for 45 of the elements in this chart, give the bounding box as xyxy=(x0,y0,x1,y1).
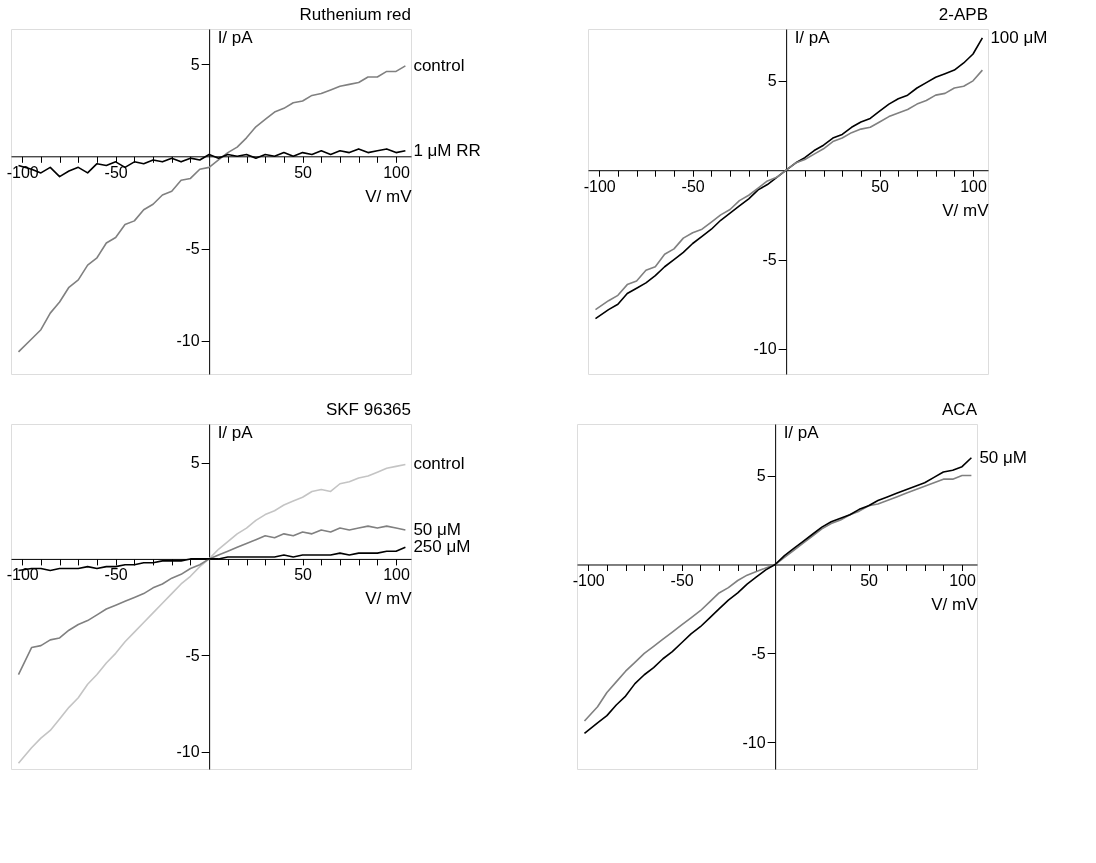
x-tick-label: 100 xyxy=(949,571,976,589)
series-label: 250 μM xyxy=(413,537,471,557)
y-tick-label: -5 xyxy=(751,644,766,662)
y-tick-label: 5 xyxy=(767,72,777,90)
x-tick-label: -100 xyxy=(572,571,605,589)
x-tick-label: 50 xyxy=(294,163,313,181)
series-label: control xyxy=(413,55,465,75)
x-tick-label: 50 xyxy=(860,571,879,589)
chart-title: Ruthenium red xyxy=(299,5,411,24)
chart-title: 2-APB xyxy=(938,5,988,24)
y-tick-label: 5 xyxy=(190,55,200,73)
y-tick-label: 5 xyxy=(756,467,766,485)
y-tick-label: -5 xyxy=(185,646,200,664)
y-tick-label: -10 xyxy=(742,733,766,751)
y-tick-label: -10 xyxy=(176,743,200,761)
y-axis-title: I/ pA xyxy=(783,422,820,442)
chart-title: SKF 96365 xyxy=(325,400,411,419)
x-tick-label: -50 xyxy=(670,571,694,589)
series-label: 50 μM xyxy=(979,447,1027,467)
x-tick-label: 100 xyxy=(383,566,410,584)
y-axis-title: I/ pA xyxy=(217,27,254,47)
series-label: 100 μM xyxy=(990,27,1048,47)
y-axis-title: I/ pA xyxy=(794,27,831,47)
x-axis-title: V/ mV xyxy=(942,200,990,220)
x-tick-label: 100 xyxy=(383,163,410,181)
x-axis-title: V/ mV xyxy=(365,589,413,609)
y-tick-label: -10 xyxy=(753,340,777,358)
y-tick-label: 5 xyxy=(190,454,200,472)
y-tick-label: -5 xyxy=(185,240,200,258)
series-label: control xyxy=(413,454,465,474)
x-tick-label: -50 xyxy=(681,177,705,195)
x-tick-label: 50 xyxy=(294,566,313,584)
x-tick-label: -100 xyxy=(583,177,616,195)
y-tick-label: -10 xyxy=(176,332,200,350)
series-label: 50 μM xyxy=(413,520,461,540)
x-axis-title: V/ mV xyxy=(931,594,979,614)
series-label: 1 μM RR xyxy=(413,140,481,160)
y-axis-title: I/ pA xyxy=(217,422,254,442)
x-tick-label: -50 xyxy=(104,566,128,584)
y-tick-label: -5 xyxy=(762,251,777,269)
x-tick-label: 50 xyxy=(871,177,890,195)
chart-title: ACA xyxy=(942,400,978,419)
x-axis-title: V/ mV xyxy=(365,186,413,206)
x-tick-label: 100 xyxy=(960,177,987,195)
x-tick-label: -50 xyxy=(104,163,128,181)
